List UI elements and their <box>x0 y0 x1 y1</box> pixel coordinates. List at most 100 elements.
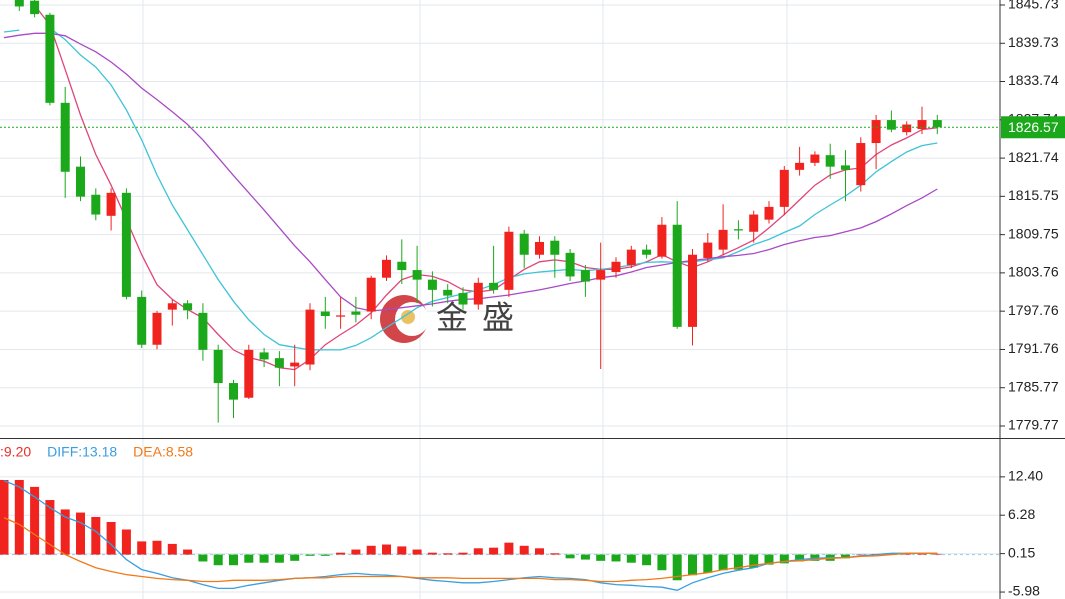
candle-body <box>565 252 575 277</box>
macd-bar <box>382 544 391 555</box>
y-tick-label: 12.40 <box>1008 468 1043 484</box>
candle-body <box>504 231 514 290</box>
candle-body <box>443 289 453 296</box>
macd-bar <box>565 554 575 559</box>
grid <box>0 4 1000 593</box>
y-tick-label: 1797.76 <box>1008 302 1059 318</box>
macd-bar <box>305 554 315 556</box>
candle-body <box>703 242 713 258</box>
candle-body <box>489 282 499 290</box>
y-tick-label: 1845.73 <box>1008 0 1059 12</box>
y-tick-label: 1809.75 <box>1008 225 1059 241</box>
y-tick-label: 1785.77 <box>1008 378 1059 394</box>
macd-bar <box>137 541 147 555</box>
line-series <box>3 29 20 33</box>
y-tick-label: 1791.76 <box>1008 340 1059 356</box>
macd-bar <box>611 554 621 562</box>
macd-bar <box>489 547 499 555</box>
macd-bar <box>917 553 927 555</box>
macd-bar <box>106 521 116 555</box>
candle-body <box>366 277 376 312</box>
y-tick-label: 1833.74 <box>1008 72 1059 88</box>
macd-bar <box>351 549 361 555</box>
macd-bar <box>795 554 805 562</box>
macd-bar <box>76 512 85 555</box>
candle-body <box>274 358 284 368</box>
candle-body <box>213 349 223 384</box>
macd-plot <box>0 479 1000 591</box>
macd-bar <box>718 554 728 571</box>
candle-body <box>229 383 238 400</box>
candle-body <box>198 312 208 350</box>
y-tick-label: 1803.76 <box>1008 264 1059 280</box>
candle-body <box>137 296 147 345</box>
watermark-text: 金盛 <box>436 299 528 335</box>
candle-body <box>932 120 942 128</box>
legend-entry: :9.20 <box>0 444 31 460</box>
candle-body <box>427 279 437 290</box>
candle-body <box>626 249 636 265</box>
candle-body <box>45 14 55 103</box>
candle-body <box>167 303 177 310</box>
line-series <box>3 479 938 591</box>
candle-body <box>351 311 361 315</box>
macd-bar <box>366 545 376 555</box>
candle-body <box>183 303 193 311</box>
candle-body <box>290 362 300 367</box>
candle-body <box>611 261 621 272</box>
candle-body <box>519 233 529 255</box>
candle-body <box>825 155 835 167</box>
macd-bar <box>749 554 759 568</box>
candle-body <box>382 259 391 278</box>
candle-body <box>642 249 652 255</box>
macd-bar <box>244 554 254 563</box>
candle-body <box>657 224 667 257</box>
candle-body <box>749 214 759 232</box>
macd-bar <box>336 552 346 555</box>
macd-bar <box>642 554 652 566</box>
candle-body <box>336 315 346 317</box>
macd-bar <box>198 554 208 562</box>
macd-bar <box>183 549 193 555</box>
candle-body <box>106 192 116 216</box>
macd-bar <box>259 554 269 563</box>
candle-body <box>535 241 544 255</box>
candle-body <box>917 120 927 129</box>
macd-bar <box>290 554 300 561</box>
y-tick-label: 6.28 <box>1008 506 1035 522</box>
macd-bar <box>856 554 866 556</box>
candle-body <box>397 261 407 271</box>
macd-bar <box>779 554 789 564</box>
candle-body <box>458 293 468 305</box>
candle-body <box>580 270 590 282</box>
macd-bar <box>45 500 55 555</box>
candle-body <box>886 120 896 130</box>
candle-body <box>76 166 85 197</box>
macd-bar <box>932 553 942 555</box>
candle-body <box>596 270 606 280</box>
macd-bar <box>764 554 774 565</box>
macd-bar <box>167 543 177 555</box>
macd-bar <box>458 552 468 555</box>
y-tick-label: 1779.77 <box>1008 417 1059 433</box>
y-tick-label: -5.98 <box>1008 583 1040 599</box>
macd-bar <box>213 554 223 566</box>
candle-body <box>688 254 697 327</box>
candle-body <box>14 0 24 7</box>
candle-body <box>764 206 774 220</box>
macd-bar <box>672 554 682 581</box>
macd-bar <box>596 554 606 561</box>
y-tick-label: 1815.75 <box>1008 187 1059 203</box>
macd-bar <box>473 548 483 555</box>
macd-bar <box>121 529 131 555</box>
candle-body <box>856 143 866 186</box>
macd-bar <box>427 552 437 555</box>
macd-bar <box>60 509 70 555</box>
legend-entry: DEA:8.58 <box>133 444 193 460</box>
last-price-tag <box>1001 116 1065 139</box>
macd-bar <box>535 548 544 555</box>
candle-body <box>259 352 269 360</box>
macd-bar <box>274 554 284 563</box>
macd-bar <box>626 554 636 563</box>
candle-body <box>91 194 101 215</box>
